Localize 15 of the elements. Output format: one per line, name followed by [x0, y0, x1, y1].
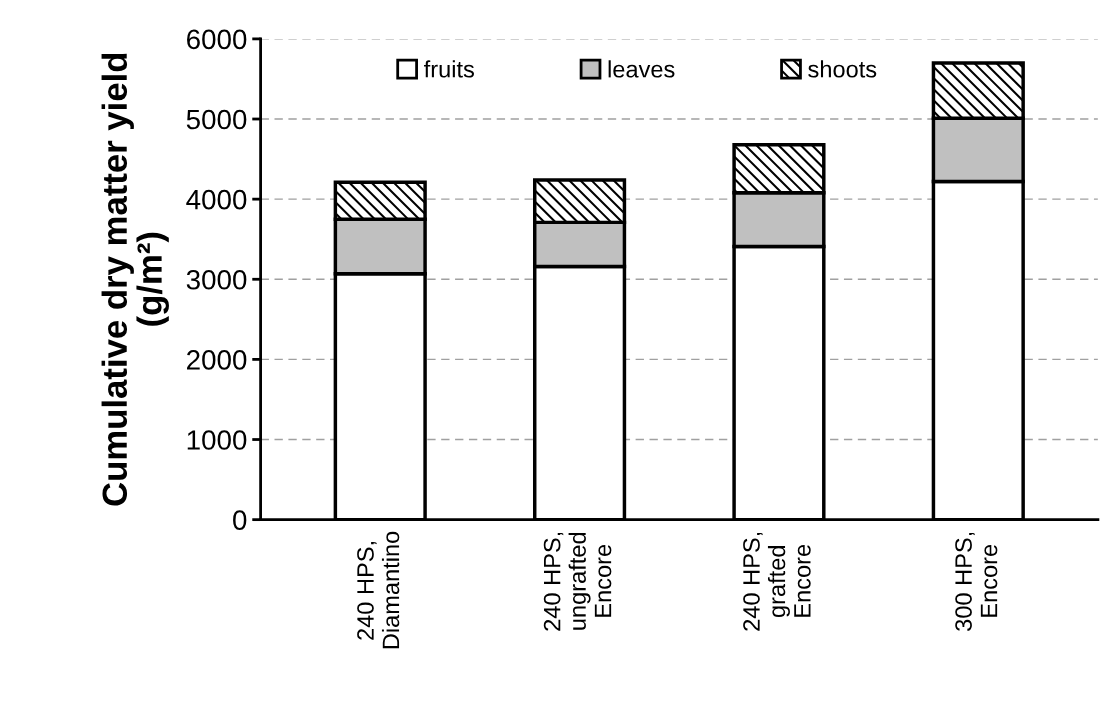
x-tick-label: 240 HPS, grafted Encore	[743, 532, 811, 631]
legend-label: leaves	[608, 60, 675, 78]
y-axis-title: Cumulative dry matter yield (g/m²)	[101, 53, 169, 506]
legend-label: fruits	[424, 60, 474, 78]
x-tick-label: 300 HPS, Encore	[955, 532, 998, 631]
y-tick-label: 0	[233, 510, 247, 530]
y-tick-label: 1000	[187, 430, 247, 450]
x-tick-label: 240 HPS, Diamantino	[357, 531, 400, 649]
y-tick-label: 5000	[186, 109, 247, 130]
y-tick-label: 2000	[187, 350, 247, 370]
x-tick-label: 240 HPS, ungrafted Encore	[543, 532, 612, 631]
y-tick-label: 4000	[186, 189, 247, 210]
y-tick-label: 3000	[186, 269, 247, 290]
legend-label: shoots	[808, 60, 877, 78]
y-tick-label: 6000	[187, 29, 247, 50]
